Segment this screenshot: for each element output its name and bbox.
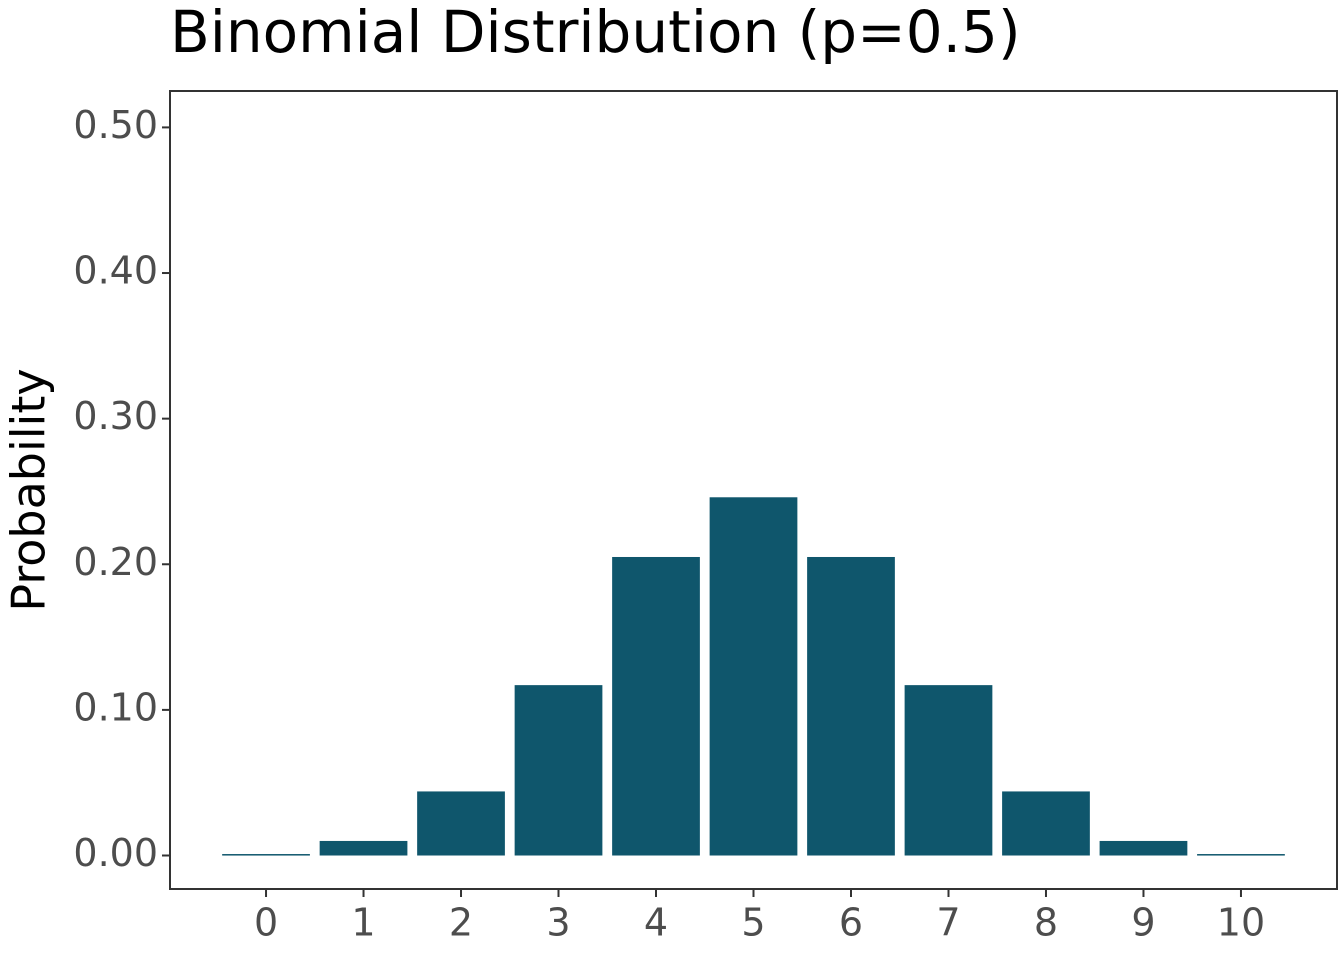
bar [514, 685, 603, 856]
y-tick-label: 0.20 [73, 540, 158, 584]
y-tick-label: 0.50 [73, 103, 158, 147]
y-axis-label: Probability [2, 368, 56, 611]
x-tick-label: 9 [1131, 901, 1155, 945]
x-tick-label: 5 [741, 901, 765, 945]
y-tick-label: 0.30 [73, 394, 158, 438]
plot-frame [169, 90, 1338, 890]
x-tick-label: 2 [449, 901, 473, 945]
bar [417, 791, 505, 856]
x-tick-label: 3 [546, 901, 570, 945]
x-tick-label: 10 [1217, 901, 1265, 945]
bar [1002, 791, 1090, 856]
y-tick-label: 0.10 [73, 685, 158, 729]
y-tick-label: 0.40 [73, 249, 158, 293]
x-tick-label: 8 [1034, 901, 1058, 945]
bar [319, 840, 408, 856]
bar [1099, 840, 1188, 856]
x-tick-label: 4 [644, 901, 668, 945]
chart-title: Binomial Distribution (p=0.5) [170, 0, 1021, 66]
x-tick-label: 7 [936, 901, 960, 945]
bar [612, 556, 700, 856]
x-tick-label: 6 [839, 901, 863, 945]
bar [1197, 854, 1285, 856]
bar [807, 556, 895, 856]
y-tick-label: 0.00 [73, 831, 158, 875]
x-tick-label: 1 [351, 901, 375, 945]
bar [222, 854, 310, 856]
x-tick-label: 0 [254, 901, 278, 945]
bar [904, 685, 993, 856]
bar [709, 497, 798, 856]
